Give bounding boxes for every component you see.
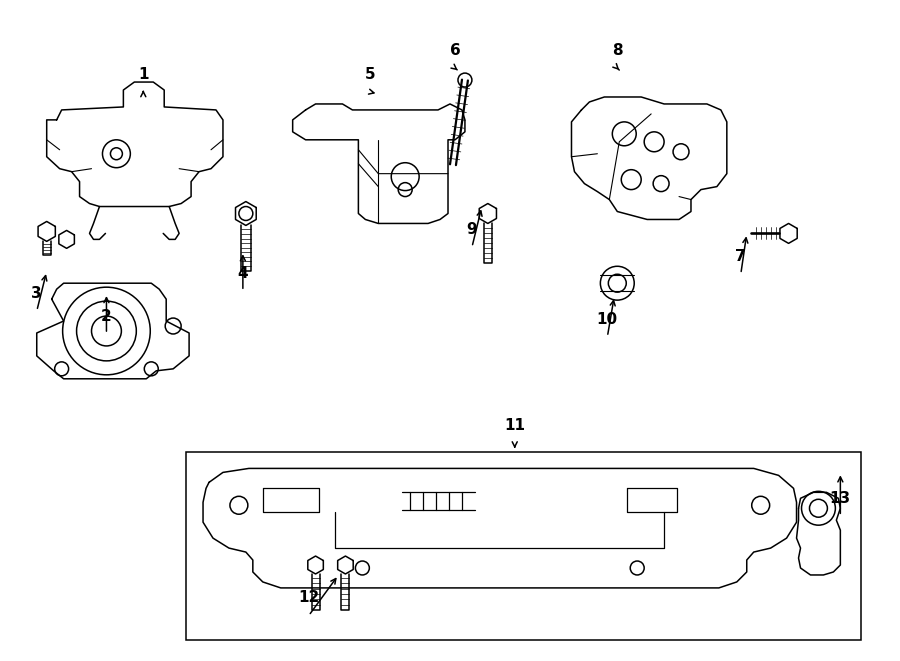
Text: 5: 5 <box>365 67 375 81</box>
Text: 2: 2 <box>101 309 112 324</box>
Text: 6: 6 <box>450 43 461 58</box>
Text: 12: 12 <box>298 590 320 605</box>
Bar <box>186 453 861 640</box>
Text: 13: 13 <box>830 490 850 506</box>
Text: 7: 7 <box>735 249 746 264</box>
Text: 8: 8 <box>612 43 623 58</box>
Text: 9: 9 <box>466 222 477 237</box>
Text: 11: 11 <box>504 418 526 433</box>
Text: 10: 10 <box>597 311 618 327</box>
Text: 1: 1 <box>138 67 148 81</box>
Text: 4: 4 <box>238 266 248 281</box>
Text: 3: 3 <box>32 286 42 301</box>
